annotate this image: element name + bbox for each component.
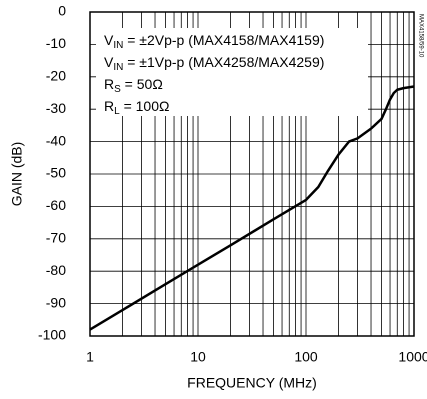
annotation-text: R: [104, 98, 114, 114]
annotation-text: R: [104, 76, 114, 92]
side-note: MAX4158/59-10: [417, 14, 423, 58]
y-tick-label: -100: [38, 327, 66, 343]
annotation: VIN = ±1Vp-p (MAX4258/MAX4259): [104, 54, 324, 73]
y-tick-label: -90: [46, 294, 66, 310]
annotation-text: = 50Ω: [121, 76, 163, 92]
x-tick-label: 1000: [398, 349, 427, 365]
annotation-subscript: IN: [113, 62, 123, 73]
annotation-text: = 100Ω: [120, 98, 170, 114]
y-tick-label: -50: [46, 165, 66, 181]
annotation-subscript: S: [114, 84, 121, 95]
annotation-text: = ±1Vp-p (MAX4258/MAX4259): [123, 54, 324, 70]
x-tick-label: 1: [86, 349, 94, 365]
y-tick-label: -40: [46, 132, 66, 148]
data-line: [89, 85, 415, 331]
x-tick-label: 10: [190, 349, 206, 365]
annotation-subscript: IN: [113, 40, 123, 51]
annotation-box: [96, 28, 368, 116]
annotation-text: V: [104, 54, 114, 70]
y-tick-label: 0: [58, 3, 66, 19]
y-tick-label: -30: [46, 100, 66, 116]
y-axis-label: GAIN (dB): [9, 142, 25, 207]
annotation-text: V: [104, 32, 114, 48]
annotation: RL = 100Ω: [104, 98, 169, 117]
y-tick-label: -70: [46, 230, 66, 246]
y-tick-label: -10: [46, 35, 66, 51]
annotation-text: = ±2Vp-p (MAX4158/MAX4159): [123, 32, 324, 48]
annotation-subscript: L: [114, 106, 120, 117]
y-tick-label: -80: [46, 262, 66, 278]
x-axis-label: FREQUENCY (MHz): [187, 375, 317, 391]
plot-frame: [89, 11, 415, 337]
x-tick-label: 100: [294, 349, 318, 365]
y-tick-label: -60: [46, 197, 66, 213]
annotation: VIN = ±2Vp-p (MAX4158/MAX4159): [104, 32, 324, 51]
annotation: RS = 50Ω: [104, 76, 163, 95]
y-tick-label: -20: [46, 68, 66, 84]
